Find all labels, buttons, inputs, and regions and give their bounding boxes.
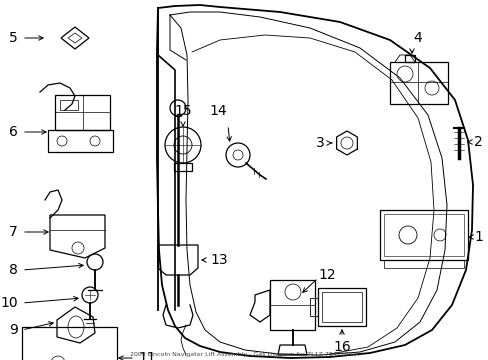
Text: 1: 1 <box>473 230 482 244</box>
Bar <box>174 163 192 171</box>
Bar <box>55 95 110 130</box>
Bar <box>60 100 78 110</box>
Text: 2009 Lincoln Navigator Lift Assembly - Gas Diagram for 7L1Z-7842104-A: 2009 Lincoln Navigator Lift Assembly - G… <box>129 352 358 357</box>
Bar <box>379 210 467 260</box>
Text: 8: 8 <box>9 263 18 277</box>
Text: 7: 7 <box>9 225 18 239</box>
Bar <box>269 280 314 330</box>
Text: 3: 3 <box>316 136 325 150</box>
Polygon shape <box>157 5 472 358</box>
Text: 9: 9 <box>9 323 18 337</box>
Bar <box>22 327 117 360</box>
Text: 12: 12 <box>317 268 335 282</box>
Text: 13: 13 <box>209 253 227 267</box>
Bar <box>317 288 365 326</box>
Bar <box>309 298 317 316</box>
Bar <box>321 292 361 322</box>
Bar <box>48 130 113 152</box>
Text: 6: 6 <box>9 125 18 139</box>
Bar <box>383 214 463 256</box>
Text: 11: 11 <box>138 351 156 360</box>
Bar <box>389 62 447 104</box>
Text: 5: 5 <box>9 31 18 45</box>
Text: 10: 10 <box>0 296 18 310</box>
Text: 2: 2 <box>473 135 482 149</box>
Text: 14: 14 <box>209 104 226 118</box>
Bar <box>383 260 463 268</box>
Text: 16: 16 <box>332 340 350 354</box>
Text: 15: 15 <box>174 104 191 118</box>
Text: 4: 4 <box>413 31 422 45</box>
